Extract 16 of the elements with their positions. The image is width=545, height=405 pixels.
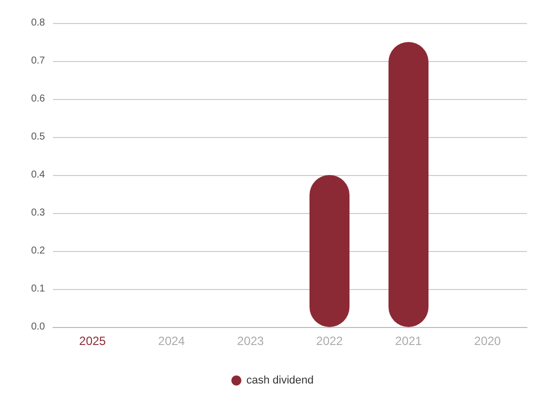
y-tick-label: 0.0 <box>31 322 46 332</box>
y-tick-label: 0.4 <box>31 170 46 180</box>
y-tick-label: 0.2 <box>31 246 46 256</box>
y-tick-label: 0.3 <box>31 208 46 218</box>
y-tick-label: 0.7 <box>31 56 46 66</box>
x-tick-label: 2024 <box>158 334 186 348</box>
y-tick-label: 0.5 <box>31 132 46 142</box>
x-tick-label: 2025 <box>79 334 106 348</box>
x-tick-label: 2020 <box>474 334 502 348</box>
y-tick-label: 0.1 <box>31 284 46 294</box>
y-tick-label: 0.8 <box>31 18 46 28</box>
y-tick-label: 0.6 <box>31 94 46 104</box>
x-tick-label: 2022 <box>316 334 344 348</box>
x-tick-label: 2023 <box>237 334 264 348</box>
legend-label: cash dividend <box>246 374 314 386</box>
x-tick-label: 2021 <box>395 334 422 348</box>
